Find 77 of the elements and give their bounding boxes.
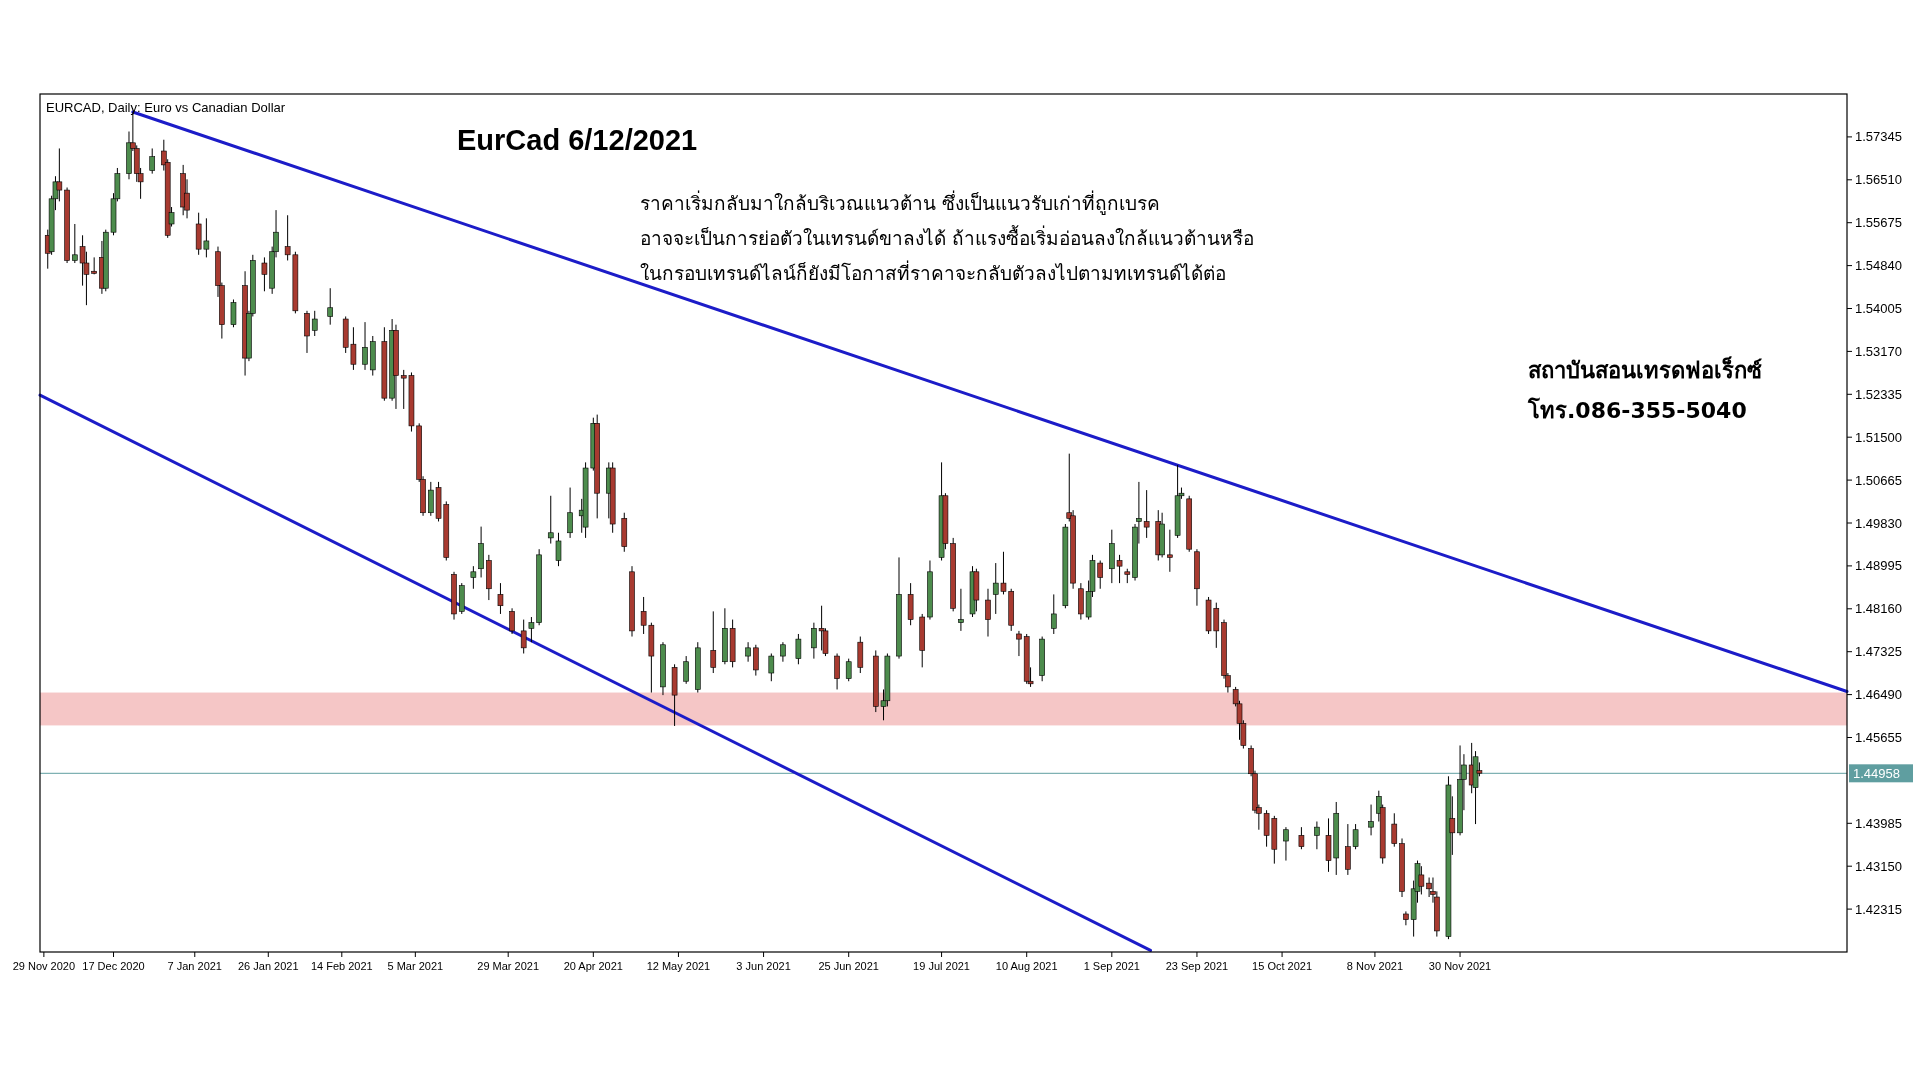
- candlestick: [1298, 826, 1305, 850]
- candlestick: [555, 532, 562, 567]
- x-tick-label: 15 Oct 2021: [1252, 960, 1313, 972]
- y-tick-label: 1.57345: [1855, 129, 1902, 145]
- candlestick: [745, 641, 751, 663]
- candlestick: [1391, 812, 1398, 848]
- y-tick-label: 1.48995: [1855, 558, 1902, 574]
- candlestick: [1283, 826, 1289, 862]
- candlestick: [547, 495, 554, 545]
- y-tick-label: 1.55675: [1855, 215, 1902, 231]
- candlestick: [497, 582, 504, 615]
- y-tick-label: 1.51500: [1855, 429, 1902, 445]
- x-tick-label: 3 Jun 2021: [736, 960, 791, 972]
- candlestick: [1368, 804, 1374, 836]
- annotation: ในกรอบเทรนด์ไลน์ก็ยังมีโอกาสที่ราคาจะกลับตัวลงไปตามทเทรนด์ได้ต่อ: [640, 260, 1226, 284]
- candlestick: [362, 321, 368, 371]
- candlestick: [230, 299, 237, 328]
- candlestick: [509, 607, 515, 635]
- x-tick-label: 10 Aug 2021: [995, 960, 1058, 972]
- y-tick-label: 1.47325: [1855, 644, 1902, 660]
- y-tick-label: 1.46490: [1855, 687, 1902, 703]
- y-tick-label: 1.56510: [1855, 172, 1902, 188]
- candlestick: [834, 653, 840, 690]
- y-tick-label: 1.42315: [1855, 901, 1902, 917]
- candlestick: [149, 147, 156, 175]
- candlestick: [327, 287, 333, 326]
- x-tick-label: 17 Dec 2020: [82, 960, 145, 972]
- x-tick-label: 8 Nov 2021: [1346, 960, 1404, 972]
- y-tick-label: 1.54840: [1855, 258, 1902, 274]
- candlestick: [1016, 630, 1022, 657]
- candlestick: [1050, 593, 1057, 635]
- candlestick: [567, 487, 573, 539]
- y-tick-label: 1.49830: [1855, 515, 1902, 531]
- candlestick: [768, 653, 775, 682]
- candlestick: [470, 565, 477, 590]
- candlestick: [683, 655, 689, 685]
- candlestick: [1167, 529, 1173, 573]
- annotation: อาจจะเป็นการย่อตัวในเทรนด์ขาลงได้ ถ้าแรงซื้อเริ่มอ่อนลงใกล้แนวต้านหรือ: [640, 225, 1255, 249]
- annotation: สถาบันสอนเทรดฟอเร็กซ์: [1528, 356, 1762, 383]
- x-tick-label: 25 Jun 2021: [818, 960, 879, 972]
- candlestick: [753, 644, 759, 677]
- candlestick: [958, 588, 964, 632]
- candlestick: [304, 310, 310, 354]
- candlestick: [845, 658, 852, 682]
- candlestick: [985, 588, 991, 638]
- y-tick-label: 1.52335: [1855, 386, 1902, 402]
- y-tick-label: 1.54005: [1855, 301, 1902, 316]
- x-tick-label: 26 Jan 2021: [238, 960, 299, 972]
- candlestick: [710, 610, 717, 674]
- y-tick-label: 1.43985: [1855, 815, 1902, 831]
- x-tick-label: 23 Sep 2021: [1165, 960, 1229, 972]
- candlestick: [520, 619, 527, 654]
- x-tick-label: 1 Sep 2021: [1083, 960, 1140, 972]
- x-tick-label: 19 Jul 2021: [913, 960, 971, 972]
- ref-line-label: 1.44958: [1853, 765, 1900, 781]
- x-tick-label: 14 Feb 2021: [310, 960, 373, 972]
- annotation: ราคาเริ่มกลับมาใกล้บริเวณแนวต้าน ซึ่งเป็นแนวรับเก่าที่ถูกเบรค: [640, 190, 1161, 215]
- x-tick-label: 7 Jan 2021: [167, 960, 222, 972]
- x-tick-label: 30 Nov 2021: [1428, 960, 1492, 972]
- candlestick: [795, 633, 802, 665]
- x-tick-label: 29 Nov 2020: [12, 960, 76, 972]
- candlestick: [780, 641, 786, 663]
- y-tick-label: 1.45655: [1855, 730, 1902, 745]
- y-tick-label: 1.50665: [1855, 472, 1902, 488]
- y-tick-label: 1.43150: [1855, 858, 1902, 874]
- y-tick-label: 1.48160: [1855, 601, 1902, 617]
- annotation: โทร.086-355-5040: [1527, 397, 1747, 423]
- x-tick-label: 5 Mar 2021: [387, 960, 444, 972]
- text: EurCad 6/12/2021: [457, 124, 698, 156]
- x-tick-label: 29 Mar 2021: [477, 960, 540, 972]
- candlestick: [311, 310, 318, 337]
- candlestick: [1314, 821, 1320, 850]
- y-tick-label: 1.53170: [1855, 343, 1902, 359]
- x-tick-label: 12 May 2021: [646, 960, 711, 972]
- x-tick-label: 20 Apr 2021: [563, 960, 623, 972]
- text: EURCAD, Daily: Euro vs Canadian Dollar: [46, 100, 286, 115]
- candlestick: [56, 147, 63, 202]
